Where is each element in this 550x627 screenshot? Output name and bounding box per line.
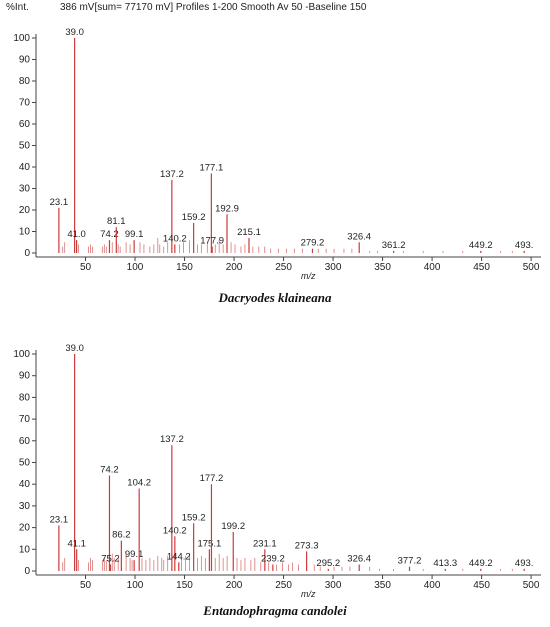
peak-label: 279.2: [301, 238, 325, 249]
y-tick-label: 20: [19, 523, 31, 534]
peak-label: 140.2: [163, 233, 187, 244]
peak-label: 41.0: [67, 229, 86, 240]
y-tick-label: 80: [19, 392, 31, 403]
peak-label: 86.2: [112, 530, 131, 541]
peak-label: 177.2: [200, 473, 224, 484]
spectrum-chart-dacryodes: 0 10 20 30 40 50 60 70 80 90 100 50 100 150 200 250 300 3…: [13, 27, 541, 281]
peak-label: 449.2: [469, 240, 493, 251]
y-tick-label: 30: [19, 501, 31, 512]
peak-label: 192.9: [215, 203, 239, 214]
x-tick-label: 350: [374, 580, 391, 591]
peak-label: 137.2: [160, 169, 184, 180]
x-tick-label: 150: [176, 580, 193, 591]
caption-entandophragma: Entandophragma candolei: [203, 603, 347, 618]
y-tick-label: 40: [19, 479, 31, 490]
x-tick-label: 400: [424, 262, 441, 273]
peak-label: 159.2: [182, 212, 206, 223]
y-tick-label: 0: [24, 248, 30, 259]
peak-label: 159.2: [182, 512, 206, 523]
y-tick-label: 70: [19, 98, 31, 109]
peak-label: 177.9: [200, 236, 224, 247]
y-tick-label: 20: [19, 205, 31, 216]
peak-label: 99.1: [125, 549, 144, 560]
peak-label: 199.2: [221, 521, 245, 532]
peak-label: 137.2: [160, 434, 184, 445]
peak-label: 23.1: [50, 514, 69, 525]
x-tick-label: 300: [325, 262, 342, 273]
x-tick-label: 350: [374, 262, 391, 273]
x-tick-label: 200: [226, 580, 243, 591]
x-tick-label: 200: [226, 262, 243, 273]
y-tick-label: 50: [19, 141, 31, 152]
y-tick-label: 0: [24, 566, 30, 577]
x-tick-label: 150: [176, 262, 193, 273]
y-tick-label: 70: [19, 414, 31, 425]
peak-label: 326.4: [347, 231, 371, 242]
peak-label: 99.1: [125, 229, 144, 240]
y-tick-label: 40: [19, 162, 31, 173]
x-tick-label: 100: [127, 262, 144, 273]
y-tick-label: 100: [13, 349, 30, 360]
peak-label: 231.1: [253, 538, 277, 549]
y-tick-label: 100: [13, 33, 30, 44]
peak-label: 104.2: [127, 478, 151, 489]
x-tick-label: 100: [127, 580, 144, 591]
y-tick-label: 90: [19, 371, 31, 382]
peak-label: 74.2: [100, 465, 119, 476]
peak-label: 75.2: [101, 553, 120, 564]
x-tick-label: 450: [473, 262, 490, 273]
peak-label: 39.0: [65, 27, 84, 38]
y-tick-label: 30: [19, 184, 31, 195]
peak-label: 493.: [515, 240, 534, 251]
peak-label: 377.2: [398, 556, 422, 567]
peak-label: 215.1: [237, 227, 261, 238]
peak-label: 239.2: [261, 553, 285, 564]
x-axis-label: m/z: [301, 271, 316, 281]
peak-label: 493.: [515, 558, 534, 569]
peak-label: 140.2: [163, 525, 187, 536]
spectrum-chart-entandophragma: 0 10 20 30 40 50 60 70 80 90 100 50 100 150 200 250 300 3…: [13, 343, 541, 599]
x-tick-label: 300: [325, 580, 342, 591]
peak-label: 295.2: [316, 558, 340, 569]
peak-label: 74.2: [100, 229, 119, 240]
x-tick-label: 50: [80, 262, 92, 273]
y-tick-label: 10: [19, 227, 31, 238]
y-tick-label: 60: [19, 436, 31, 447]
x-tick-label: 250: [275, 580, 292, 591]
peak-label: 326.4: [347, 553, 371, 564]
x-tick-label: 500: [523, 580, 540, 591]
y-tick-label: 80: [19, 76, 31, 87]
y-tick-label: 50: [19, 458, 31, 469]
caption-dacryodes: Dacryodes klaineana: [218, 290, 332, 305]
peak-label: 361.2: [382, 240, 406, 251]
peak-label: 175.1: [197, 538, 221, 549]
peak-label: 81.1: [107, 216, 126, 227]
peak-label: 273.3: [295, 540, 319, 551]
peak-label: 413.3: [433, 558, 457, 569]
x-tick-label: 450: [473, 580, 490, 591]
peak-label: 144.2: [167, 551, 191, 562]
y-tick-label: 10: [19, 544, 31, 555]
peak-label: 449.2: [469, 558, 493, 569]
x-tick-label: 400: [424, 580, 441, 591]
x-axis-label: m/z: [301, 589, 316, 599]
x-tick-label: 500: [523, 262, 540, 273]
x-tick-label: 250: [275, 262, 292, 273]
y-unit-label: %Int.: [6, 2, 29, 13]
peak-label: 23.1: [50, 197, 69, 208]
acquisition-info: 386 mV[sum= 77170 mV] Profiles 1-200 Smo…: [60, 2, 367, 13]
y-tick-label: 60: [19, 119, 31, 130]
peak-label: 41.1: [67, 538, 86, 549]
peak-label: 177.1: [199, 162, 223, 173]
y-tick-label: 90: [19, 55, 31, 66]
x-tick-label: 50: [80, 580, 92, 591]
peak-label: 39.0: [65, 343, 84, 354]
